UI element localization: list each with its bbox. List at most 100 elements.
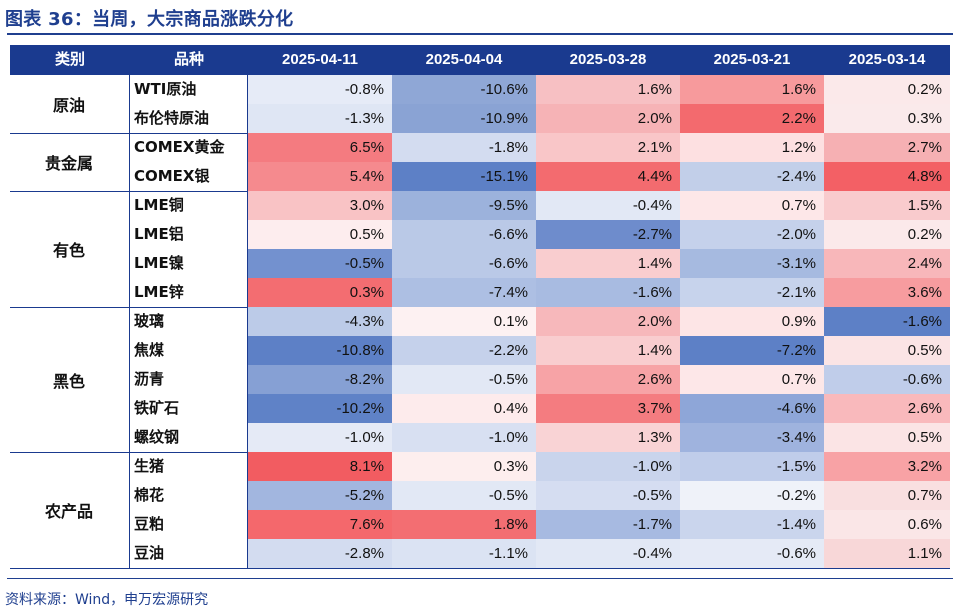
- product-name: LME铜: [134, 196, 184, 214]
- value-cell: 1.3%: [536, 423, 680, 452]
- value-cell: -2.4%: [680, 162, 824, 191]
- value-cell: 0.7%: [680, 191, 824, 220]
- value-cell: -6.6%: [392, 249, 536, 278]
- page-title: 图表 36：当周，大宗商品涨跌分化: [5, 9, 294, 30]
- header-date: 2025-03-21: [713, 51, 791, 68]
- value-cell: 0.9%: [680, 307, 824, 336]
- value-cell: -2.2%: [392, 336, 536, 365]
- table-row: COMEX银 5.4% -15.1% 4.4% -2.4% 4.8%: [130, 162, 950, 191]
- value-cell: 2.2%: [680, 104, 824, 133]
- value-cell: 2.6%: [824, 394, 950, 423]
- value-cell: -1.0%: [248, 423, 392, 452]
- source-note: 资料来源：Wind，申万宏源研究: [5, 592, 209, 608]
- product-name: LME锌: [134, 283, 184, 301]
- product-name: 棉花: [134, 486, 165, 504]
- value-cell: 0.1%: [392, 307, 536, 336]
- value-cell: -10.9%: [392, 104, 536, 133]
- value-cell: -0.5%: [248, 249, 392, 278]
- value-cell: 1.8%: [392, 510, 536, 539]
- value-cell: 0.2%: [824, 220, 950, 249]
- value-cell: -5.2%: [248, 481, 392, 510]
- table-row: 布伦特原油 -1.3% -10.9% 2.0% 2.2% 0.3%: [130, 104, 950, 133]
- product-name: 生猪: [134, 457, 165, 475]
- table-row: 豆粕 7.6% 1.8% -1.7% -1.4% 0.6%: [130, 510, 950, 539]
- value-cell: -15.1%: [392, 162, 536, 191]
- value-cell: -4.3%: [248, 307, 392, 336]
- value-cell: 1.2%: [680, 133, 824, 162]
- value-cell: -1.0%: [392, 423, 536, 452]
- value-cell: 3.0%: [248, 191, 392, 220]
- value-cell: 1.6%: [680, 75, 824, 104]
- column-divider: [129, 75, 130, 568]
- table-row: 铁矿石 -10.2% 0.4% 3.7% -4.6% 2.6%: [130, 394, 950, 423]
- value-cell: 3.2%: [824, 452, 950, 481]
- value-cell: 0.3%: [248, 278, 392, 307]
- header-date: 2025-04-11: [282, 51, 358, 68]
- value-cell: 2.7%: [824, 133, 950, 162]
- header-date: 2025-03-14: [848, 51, 926, 68]
- value-cell: -2.7%: [536, 220, 680, 249]
- product-name: COMEX黄金: [134, 138, 225, 156]
- value-cell: 1.4%: [536, 249, 680, 278]
- value-cell: -1.5%: [680, 452, 824, 481]
- value-cell: 2.0%: [536, 104, 680, 133]
- value-cell: -4.6%: [680, 394, 824, 423]
- value-cell: -0.4%: [536, 539, 680, 568]
- value-cell: -9.5%: [392, 191, 536, 220]
- table-row: 豆油 -2.8% -1.1% -0.4% -0.6% 1.1%: [130, 539, 950, 568]
- value-cell: -8.2%: [248, 365, 392, 394]
- product-name: 铁矿石: [134, 399, 180, 417]
- value-cell: -0.6%: [680, 539, 824, 568]
- product-name: 玻璃: [134, 312, 165, 330]
- value-cell: 0.5%: [248, 220, 392, 249]
- value-cell: -10.6%: [392, 75, 536, 104]
- group-divider: [10, 568, 950, 569]
- value-cell: -1.0%: [536, 452, 680, 481]
- table-row: 焦煤 -10.8% -2.2% 1.4% -7.2% 0.5%: [130, 336, 950, 365]
- table-row: LME铝 0.5% -6.6% -2.7% -2.0% 0.2%: [130, 220, 950, 249]
- column-divider: [247, 75, 248, 568]
- value-cell: -1.6%: [824, 307, 950, 336]
- table-row: 玻璃 -4.3% 0.1% 2.0% 0.9% -1.6%: [130, 307, 950, 336]
- value-cell: -0.5%: [392, 365, 536, 394]
- value-cell: -0.8%: [248, 75, 392, 104]
- table-row: LME镍 -0.5% -6.6% 1.4% -3.1% 2.4%: [130, 249, 950, 278]
- value-cell: 0.3%: [392, 452, 536, 481]
- table-row: 螺纹钢 -1.0% -1.0% 1.3% -3.4% 0.5%: [130, 423, 950, 452]
- value-cell: 3.7%: [536, 394, 680, 423]
- value-cell: 0.6%: [824, 510, 950, 539]
- product-name: COMEX银: [134, 167, 210, 185]
- value-cell: -1.6%: [536, 278, 680, 307]
- value-cell: -3.4%: [680, 423, 824, 452]
- value-cell: 4.8%: [824, 162, 950, 191]
- product-name: 布伦特原油: [134, 109, 210, 127]
- value-cell: 0.3%: [824, 104, 950, 133]
- product-name: LME铝: [134, 225, 184, 243]
- value-cell: 1.1%: [824, 539, 950, 568]
- table-row: LME锌 0.3% -7.4% -1.6% -2.1% 3.6%: [130, 278, 950, 307]
- value-cell: -10.8%: [248, 336, 392, 365]
- value-cell: -6.6%: [392, 220, 536, 249]
- product-name: WTI原油: [134, 80, 197, 98]
- header-product: 品种: [173, 51, 204, 68]
- value-cell: -2.0%: [680, 220, 824, 249]
- table-row: LME铜 3.0% -9.5% -0.4% 0.7% 1.5%: [130, 191, 950, 220]
- value-cell: 1.4%: [536, 336, 680, 365]
- category-label: 贵金属: [44, 154, 93, 173]
- value-cell: -0.6%: [824, 365, 950, 394]
- product-name: 沥青: [134, 370, 165, 388]
- header-category: 类别: [54, 51, 85, 68]
- value-cell: -1.4%: [680, 510, 824, 539]
- value-cell: 0.4%: [392, 394, 536, 423]
- title-rule: [7, 33, 953, 35]
- value-cell: 0.5%: [824, 423, 950, 452]
- table-header: 类别 品种 2025-04-11 2025-04-04 2025-03-28 2025-0…: [10, 45, 950, 75]
- value-cell: -10.2%: [248, 394, 392, 423]
- value-cell: 4.4%: [536, 162, 680, 191]
- value-cell: 2.4%: [824, 249, 950, 278]
- value-cell: 2.1%: [536, 133, 680, 162]
- value-cell: -1.8%: [392, 133, 536, 162]
- source-rule: [7, 578, 953, 579]
- value-cell: -7.4%: [392, 278, 536, 307]
- value-cell: 1.6%: [536, 75, 680, 104]
